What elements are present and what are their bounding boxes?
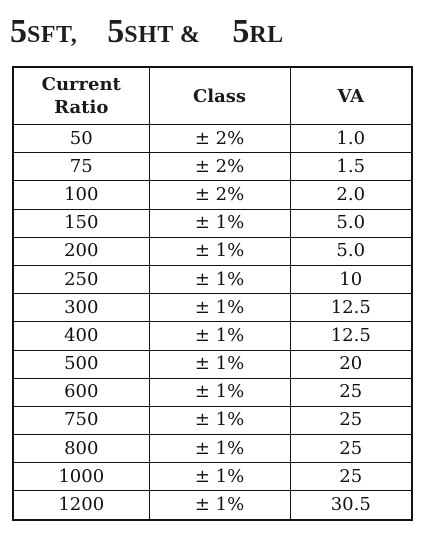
- table-row: 600 ± 1% 25: [12, 377, 413, 407]
- table-row: 100 ± 2% 2.0: [12, 180, 413, 210]
- title-model-number: 5: [107, 13, 125, 50]
- cell-va: 12.5: [289, 321, 413, 351]
- cell-current-ratio: 600: [12, 377, 150, 407]
- cell-current-ratio: 1200: [12, 490, 150, 521]
- cell-va: 25: [289, 462, 413, 492]
- cell-va: 2.0: [289, 180, 413, 210]
- title-model-sht: 5SHT &: [107, 10, 200, 60]
- cell-va: 25: [289, 405, 413, 436]
- table-row: 400 ± 1% 12.5: [12, 321, 413, 351]
- title-model-rl: 5RL: [232, 10, 283, 60]
- cell-class: ± 1%: [148, 321, 291, 351]
- cell-va: 20: [289, 349, 413, 379]
- cell-current-ratio: 800: [12, 434, 150, 464]
- table-row: 800 ± 1% 25: [12, 434, 413, 464]
- table-row: 1000 ± 1% 25: [12, 462, 413, 492]
- table-row: 250 ± 1% 10: [12, 264, 413, 295]
- header-current-ratio-line1: Current: [41, 74, 121, 95]
- header-class: Class: [148, 66, 291, 125]
- cell-class: ± 1%: [148, 405, 291, 436]
- cell-va: 12.5: [289, 293, 413, 323]
- title-model-suffix: SHT &: [124, 22, 201, 48]
- cell-va: 1.5: [289, 152, 413, 182]
- cell-current-ratio: 75: [12, 152, 150, 182]
- cell-current-ratio: 250: [12, 264, 150, 295]
- cell-current-ratio: 50: [12, 123, 150, 154]
- table-row: 200 ± 1% 5.0: [12, 236, 413, 266]
- table-row: 150 ± 1% 5.0: [12, 208, 413, 238]
- table-header-row: Current Ratio Class VA: [12, 66, 413, 125]
- cell-va: 25: [289, 434, 413, 464]
- cell-current-ratio: 750: [12, 405, 150, 436]
- cell-va: 25: [289, 377, 413, 407]
- cell-va: 5.0: [289, 236, 413, 266]
- header-current-ratio-line2: Ratio: [54, 97, 109, 118]
- title-model-number: 5: [232, 13, 250, 50]
- cell-class: ± 2%: [148, 180, 291, 210]
- cell-class: ± 2%: [148, 152, 291, 182]
- title-model-suffix: RL: [249, 22, 284, 48]
- cell-class: ± 1%: [148, 264, 291, 295]
- cell-va: 1.0: [289, 123, 413, 154]
- cell-class: ± 1%: [148, 377, 291, 407]
- cell-current-ratio: 400: [12, 321, 150, 351]
- table-row: 300 ± 1% 12.5: [12, 293, 413, 323]
- cell-current-ratio: 500: [12, 349, 150, 379]
- cell-va: 30.5: [289, 490, 413, 521]
- title-model-number: 5: [10, 13, 27, 50]
- table-row: 75 ± 2% 1.5: [12, 152, 413, 182]
- cell-class: ± 1%: [148, 208, 291, 238]
- cell-current-ratio: 200: [12, 236, 150, 266]
- table-row: 1200 ± 1% 30.5: [12, 490, 413, 521]
- cell-class: ± 2%: [148, 123, 291, 154]
- table-row: 500 ± 1% 20: [12, 349, 413, 379]
- cell-class: ± 1%: [148, 490, 291, 521]
- page-title: 5SFT, 5SHT & 5RL: [10, 10, 284, 54]
- title-model-suffix: SFT,: [27, 22, 78, 48]
- cell-current-ratio: 150: [12, 208, 150, 238]
- cell-current-ratio: 1000: [12, 462, 150, 492]
- table-row: 50 ± 2% 1.0: [12, 123, 413, 154]
- cell-current-ratio: 300: [12, 293, 150, 323]
- cell-va: 5.0: [289, 208, 413, 238]
- cell-class: ± 1%: [148, 236, 291, 266]
- header-current-ratio: Current Ratio: [12, 66, 150, 125]
- cell-class: ± 1%: [148, 349, 291, 379]
- cell-class: ± 1%: [148, 293, 291, 323]
- spec-table: Current Ratio Class VA 50 ± 2% 1.0 75 ± 2% 1.…: [12, 66, 413, 521]
- cell-class: ± 1%: [148, 462, 291, 492]
- table-row: 750 ± 1% 25: [12, 405, 413, 436]
- title-model-sft: 5SFT,: [10, 10, 77, 60]
- header-va: VA: [289, 66, 413, 125]
- cell-va: 10: [289, 264, 413, 295]
- cell-class: ± 1%: [148, 434, 291, 464]
- cell-current-ratio: 100: [12, 180, 150, 210]
